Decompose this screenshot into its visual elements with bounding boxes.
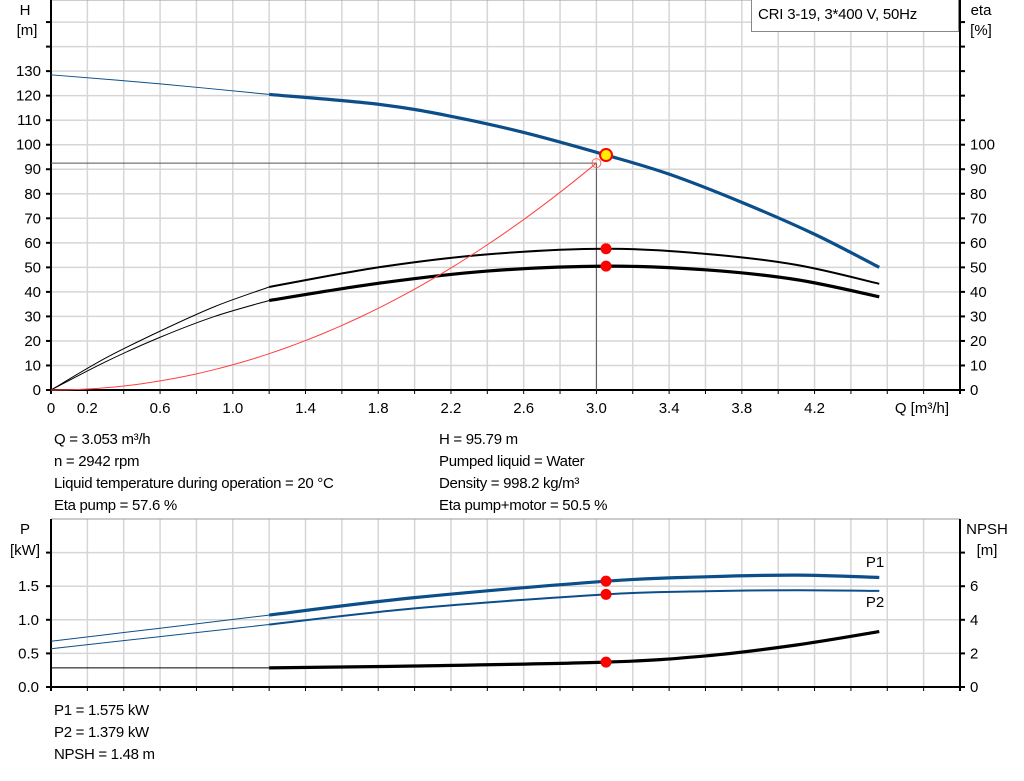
x-tick-label: 0 [47, 400, 55, 417]
result-head: H = 95.79 m [439, 431, 518, 448]
legend-label-p1: P1 [866, 554, 884, 571]
y-tick-label-right: 20 [970, 333, 987, 350]
result-temperature: Liquid temperature during operation = 20… [54, 475, 334, 492]
npsh-marker [600, 656, 612, 668]
eta-pump-marker [600, 243, 612, 255]
y-axis-unit-right: [%] [970, 22, 992, 39]
y-tick-label-left: 110 [17, 112, 41, 129]
y-tick-label-left: 40 [24, 284, 41, 301]
y-tick-label-left: 80 [24, 186, 41, 203]
y-tick-label-right: 80 [970, 186, 987, 203]
y-axis-unit-right: [m] [977, 542, 998, 559]
y-tick-label-left: 130 [16, 63, 41, 80]
y-axis-unit-left: [kW] [10, 542, 40, 559]
y-tick-label-left: 1.5 [18, 578, 39, 595]
reference-point-marker [591, 158, 602, 169]
y-tick-label-right: 50 [970, 259, 987, 276]
y-tick-label-left: 70 [24, 210, 41, 227]
y-tick-label-left: 1.0 [18, 612, 39, 629]
x-tick-label: 0.6 [150, 400, 171, 417]
duty-point-marker [599, 148, 614, 163]
y-tick-label-right: 40 [970, 284, 987, 301]
y-tick-label-right: 0 [970, 382, 978, 399]
y-tick-label-right: 10 [970, 357, 987, 374]
curve-eta_total-extrapolated [50, 299, 270, 391]
pump-model-label: CRI 3-19, 3*400 V, 50Hz [751, 0, 959, 32]
y-tick-label-right: 30 [970, 308, 987, 325]
y-tick-label-left: 0.5 [18, 645, 39, 662]
y-tick-label-left: 0 [33, 382, 41, 399]
y-axis-label-left: H [20, 2, 31, 19]
y-tick-label-left: 120 [16, 88, 41, 105]
curve-eta_total [268, 264, 880, 303]
curve-P1-extrapolated [50, 614, 270, 642]
y-tick-label-right: 100 [970, 137, 995, 154]
result-eta-total: Eta pump+motor = 50.5 % [439, 497, 608, 514]
y-tick-label-left: 60 [24, 235, 41, 252]
y-axis-label-right: NPSH [966, 521, 1008, 538]
curve-eta_pump-extrapolated [50, 286, 270, 391]
eta-total-marker [600, 260, 612, 272]
curve-P2 [269, 589, 880, 626]
x-tick-label: 3.0 [586, 400, 607, 417]
curve-P2-extrapolated [50, 624, 270, 650]
y-tick-label-right: 6 [970, 578, 978, 595]
power-results: P1 = 1.575 kW P2 = 1.379 kW NPSH = 1.48 … [54, 700, 155, 766]
y-tick-label-left: 20 [24, 333, 41, 350]
x-tick-label: 2.6 [513, 400, 534, 417]
y-tick-label-right: 90 [970, 161, 987, 178]
legend-label-p2: P2 [866, 594, 884, 611]
y-tick-label-right: 60 [970, 235, 987, 252]
result-flow: Q = 3.053 m³/h [54, 431, 151, 448]
x-tick-label: 2.2 [441, 400, 462, 417]
y-tick-label-right: 4 [970, 612, 978, 629]
y-axis-label-left: P [20, 521, 30, 538]
result-npsh: NPSH = 1.48 m [54, 746, 155, 763]
curve-NPSH [269, 629, 880, 670]
curve-H-extrapolated [50, 74, 270, 95]
y-tick-label-left: 100 [16, 137, 41, 154]
y-tick-label-right: 70 [970, 210, 987, 227]
result-eta-pump: Eta pump = 57.6 % [54, 497, 177, 514]
system-curve [50, 162, 597, 391]
y-tick-label-left: 90 [24, 161, 41, 178]
x-tick-label: 1.8 [368, 400, 389, 417]
result-liquid: Pumped liquid = Water [439, 453, 585, 470]
x-tick-label: 3.8 [731, 400, 752, 417]
p1-marker [600, 575, 612, 587]
result-speed: n = 2942 rpm [54, 453, 140, 470]
x-axis-label: Q [m³/h] [895, 400, 949, 417]
result-p1: P1 = 1.575 kW [54, 702, 149, 719]
duty-results-left: Q = 3.053 m³/h n = 2942 rpm Liquid tempe… [54, 429, 334, 517]
x-tick-label: 3.4 [659, 400, 680, 417]
y-tick-label-left: 50 [24, 259, 41, 276]
p2-marker [600, 588, 612, 600]
y-tick-label-left: 30 [24, 308, 41, 325]
x-tick-label: 0.2 [77, 400, 98, 417]
curve-P1 [268, 573, 880, 617]
result-density: Density = 998.2 kg/m³ [439, 475, 580, 492]
duty-results-right: H = 95.79 m Pumped liquid = Water Densit… [439, 429, 608, 517]
x-tick-label: 1.4 [295, 400, 316, 417]
result-p2: P2 = 1.379 kW [54, 724, 149, 741]
x-tick-label: 4.2 [804, 400, 825, 417]
y-tick-label-right: 2 [970, 645, 978, 662]
y-axis-label-right: eta [971, 2, 993, 19]
x-tick-label: 1.0 [222, 400, 243, 417]
y-tick-label-left: 0.0 [18, 679, 39, 696]
y-tick-label-left: 10 [24, 357, 41, 374]
y-axis-unit-left: [m] [17, 22, 38, 39]
y-tick-label-right: 0 [970, 679, 978, 696]
